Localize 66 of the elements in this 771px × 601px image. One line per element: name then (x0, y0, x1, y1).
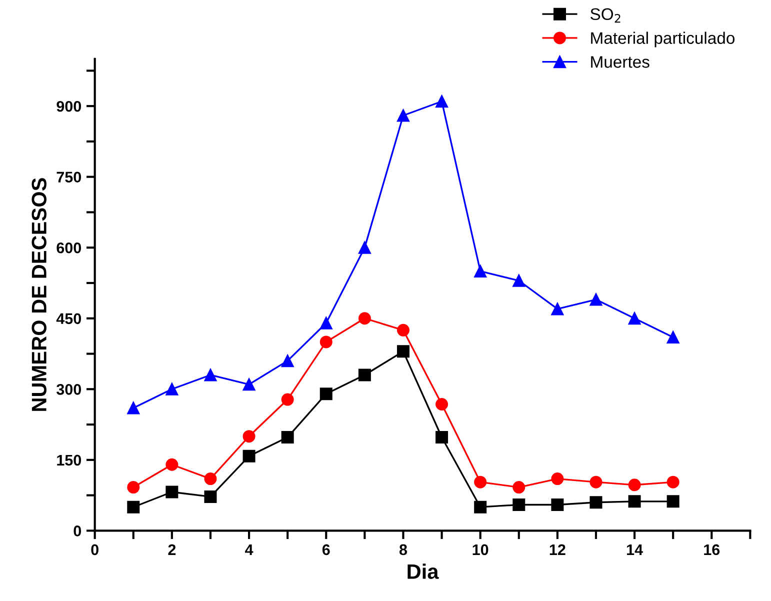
x-tick-label: 12 (550, 544, 566, 555)
point (666, 495, 680, 508)
y-tick-label: 900 (56, 100, 82, 112)
point (474, 264, 487, 278)
point (127, 500, 140, 514)
y-tick-label: 450 (56, 313, 82, 324)
point (590, 293, 602, 306)
point (590, 476, 602, 488)
x-tick-label: 16 (704, 544, 720, 556)
x-tick-label: 0 (91, 544, 98, 556)
point (242, 450, 256, 462)
point (396, 109, 410, 122)
point (512, 481, 526, 494)
point (281, 354, 294, 368)
legend-label: SO$_{2}$ (590, 8, 620, 23)
x-axis-title: Dia (408, 564, 439, 579)
y-tick-label: 0 (74, 526, 82, 536)
point (551, 498, 564, 511)
legend-label: Material particulado (591, 32, 734, 48)
x-tick-label: 4 (245, 544, 254, 555)
point (242, 430, 256, 443)
point (320, 336, 332, 348)
point (436, 431, 448, 444)
x-tick-label: 10 (472, 544, 488, 556)
point (127, 481, 140, 494)
x-tick-label: 14 (627, 544, 643, 555)
point (628, 312, 641, 325)
point (127, 402, 140, 414)
point (281, 431, 294, 444)
point (512, 274, 526, 287)
point (358, 312, 371, 325)
point (551, 302, 564, 316)
point (590, 496, 602, 509)
point (242, 378, 256, 391)
point (204, 472, 217, 486)
point (320, 316, 332, 330)
y-tick-label: 300 (56, 384, 82, 395)
point (358, 368, 371, 382)
y-tick-label: 600 (56, 242, 82, 254)
point (474, 500, 487, 514)
point (358, 241, 371, 254)
point (396, 345, 410, 358)
x-tick-label: 6 (322, 544, 330, 556)
point (166, 382, 178, 396)
point (628, 495, 641, 508)
y-axis-title: NUMERO DE DECESOS (32, 178, 46, 411)
point (166, 486, 178, 498)
y-tick-label: 150 (57, 454, 82, 466)
point (512, 498, 526, 511)
point (666, 476, 680, 488)
point (320, 388, 332, 400)
point (436, 398, 448, 410)
point (396, 324, 410, 336)
point (436, 95, 448, 108)
y-tick-label: 750 (56, 172, 82, 183)
point (204, 490, 217, 503)
point (666, 331, 680, 344)
point (204, 368, 217, 382)
point (281, 393, 294, 406)
x-tick-label: 8 (399, 544, 408, 556)
legend-label: Muertes (591, 56, 650, 68)
point (551, 472, 564, 486)
point (166, 458, 178, 471)
point (474, 476, 487, 488)
point (628, 478, 641, 492)
x-tick-label: 2 (168, 544, 176, 555)
